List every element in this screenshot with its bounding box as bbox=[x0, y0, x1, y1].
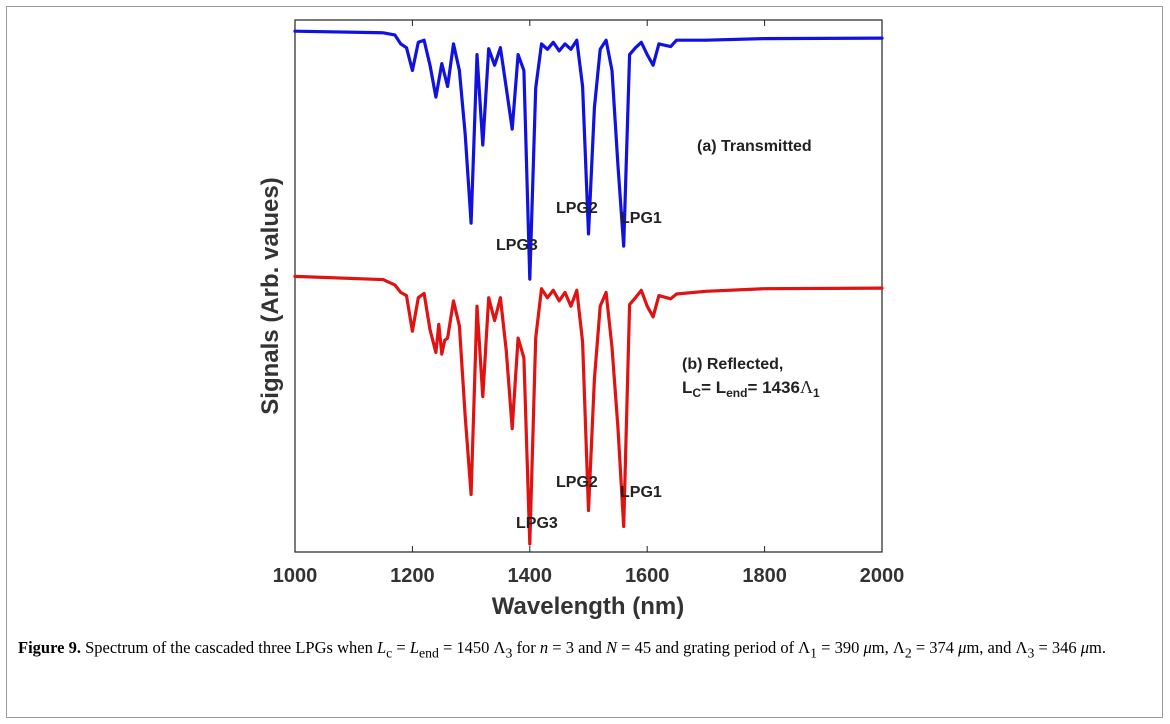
annotation-lpg2-b: LPG2 bbox=[556, 474, 598, 491]
x-tick-label: 1000 bbox=[273, 565, 318, 587]
chart-axes bbox=[294, 19, 883, 553]
x-axis-label: Wavelength (nm) bbox=[492, 593, 684, 620]
x-tick-label: 1800 bbox=[742, 565, 787, 587]
caption-label: Figure 9. bbox=[18, 638, 81, 657]
x-tick-label: 1600 bbox=[625, 565, 670, 587]
annotation-transmitted: (a) Transmitted bbox=[697, 138, 812, 155]
annotation-lpg1-b: LPG1 bbox=[620, 484, 662, 501]
annotation-lpg3-b: LPG3 bbox=[516, 515, 558, 532]
spectrum-chart: 1000 1200 1400 1600 1800 2000 Wavelength (nm)… bbox=[257, 19, 905, 620]
x-tick-label: 1200 bbox=[390, 565, 435, 587]
y-axis-label: Signals (Arb. values) bbox=[257, 177, 284, 414]
series-transmitted-line bbox=[293, 29, 884, 281]
annotation-lpg3-a: LPG3 bbox=[496, 237, 538, 254]
caption-text: Spectrum of the cascaded three LPGs when… bbox=[85, 638, 1107, 661]
annotation-lpg1-a: LPG1 bbox=[620, 210, 662, 227]
x-tick-label: 2000 bbox=[860, 565, 905, 587]
plot-area-border bbox=[294, 19, 883, 553]
x-tick-label: 1400 bbox=[508, 565, 553, 587]
series-layer bbox=[293, 29, 884, 546]
annotation-reflected: (b) Reflected, bbox=[682, 356, 783, 373]
tick-layer: 1000 1200 1400 1600 1800 2000 bbox=[273, 20, 905, 587]
figure-caption: Figure 9. Spectrum of the cascaded three… bbox=[18, 637, 1138, 664]
series-reflected-line bbox=[293, 274, 884, 546]
annotation-length-condition: LC= Lend= 1436Λ1 bbox=[682, 377, 820, 400]
annotation-lpg2-a: LPG2 bbox=[556, 200, 598, 217]
